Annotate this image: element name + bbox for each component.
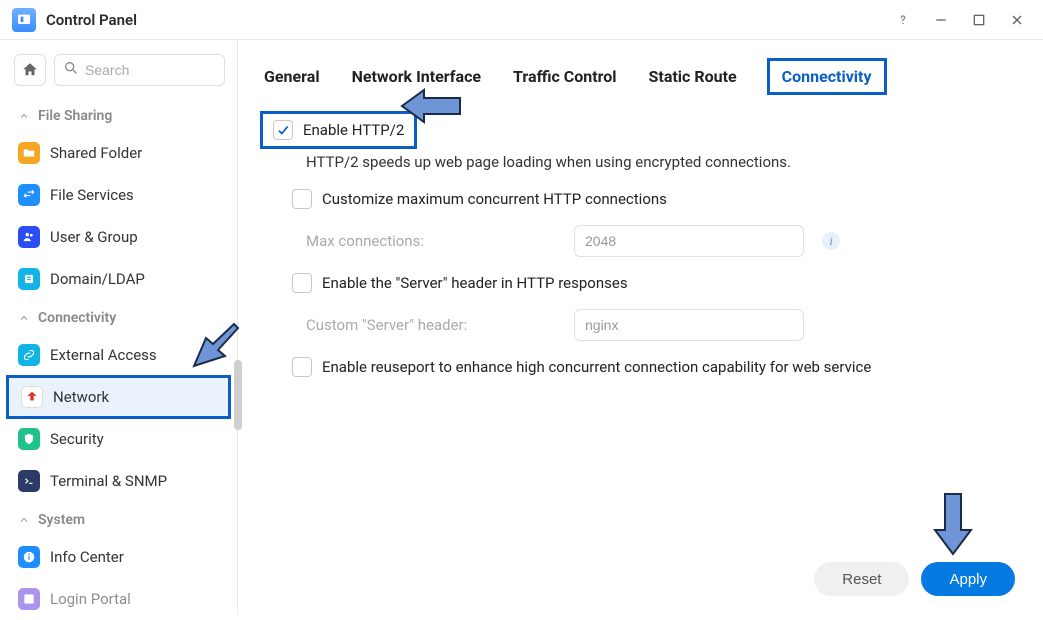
apply-button[interactable]: Apply	[921, 562, 1015, 596]
app-icon	[12, 8, 36, 32]
section-title: File Sharing	[38, 108, 112, 124]
info-icon[interactable]: i	[822, 232, 840, 250]
label-server-header: Enable the "Server" header in HTTP respo…	[322, 274, 628, 292]
tab-traffic-control[interactable]: Traffic Control	[511, 63, 619, 90]
search-icon	[63, 60, 79, 80]
label-reuseport: Enable reuseport to enhance high concurr…	[322, 358, 871, 376]
tab-static-route[interactable]: Static Route	[647, 63, 739, 90]
sidebar-item-file-services[interactable]: File Services	[0, 174, 237, 216]
tab-general[interactable]: General	[262, 63, 322, 90]
sidebar-item-domain-ldap[interactable]: Domain/LDAP	[0, 258, 237, 300]
input-custom-header[interactable]	[574, 309, 804, 341]
close-button[interactable]	[1003, 6, 1031, 34]
home-button[interactable]	[14, 54, 46, 86]
checkbox-server-header[interactable]	[292, 273, 312, 293]
section-header-system[interactable]: System	[0, 502, 237, 536]
section-title: Connectivity	[38, 310, 116, 326]
sidebar-item-info-center[interactable]: Info Center	[0, 536, 237, 578]
label-enable-http2: Enable HTTP/2	[303, 121, 404, 139]
sidebar-item-label: External Access	[50, 346, 157, 364]
minimize-button[interactable]	[927, 6, 955, 34]
checkbox-customize-max[interactable]	[292, 189, 312, 209]
sidebar-item-label: Shared Folder	[50, 144, 142, 162]
title-bar: Control Panel	[0, 0, 1043, 40]
section-header-file-sharing[interactable]: File Sharing	[0, 98, 237, 132]
sidebar-item-label: Network	[53, 388, 109, 406]
tab-network-interface[interactable]: Network Interface	[350, 63, 483, 90]
sidebar-item-label: Security	[50, 430, 104, 448]
row-enable-server-header: Enable the "Server" header in HTTP respo…	[262, 265, 1019, 301]
section-header-connectivity[interactable]: Connectivity	[0, 300, 237, 334]
maximize-button[interactable]	[965, 6, 993, 34]
row-enable-reuseport: Enable reuseport to enhance high concurr…	[262, 349, 1019, 385]
sidebar-item-label: File Services	[50, 186, 134, 204]
row-custom-header: Custom "Server" header:	[262, 301, 1019, 349]
sidebar-item-shared-folder[interactable]: Shared Folder	[0, 132, 237, 174]
connectivity-panel: Enable HTTP/2 HTTP/2 speeds up web page …	[238, 105, 1043, 385]
label-custom-header: Custom "Server" header:	[306, 316, 546, 334]
row-max-connections: Max connections: i	[262, 217, 1019, 265]
http2-description: HTTP/2 speeds up web page loading when u…	[262, 149, 1019, 181]
input-max-connections[interactable]	[574, 225, 804, 257]
search-input[interactable]	[85, 62, 216, 78]
row-enable-http2: Enable HTTP/2	[260, 111, 417, 149]
tab-bar: General Network Interface Traffic Contro…	[238, 40, 1043, 105]
sidebar-item-label: Info Center	[50, 548, 124, 566]
checkbox-enable-http2[interactable]	[273, 120, 293, 140]
sidebar-item-label: User & Group	[50, 228, 138, 246]
footer-buttons: Reset Apply	[814, 562, 1015, 596]
search-box[interactable]	[54, 54, 225, 86]
sidebar-item-external-access[interactable]: External Access	[0, 334, 237, 376]
sidebar-item-user-group[interactable]: User & Group	[0, 216, 237, 258]
sidebar: File Sharing Shared Folder File Services…	[0, 40, 238, 614]
sidebar-item-network[interactable]: Network	[6, 375, 231, 419]
sidebar-item-security[interactable]: Security	[0, 418, 237, 460]
sidebar-item-terminal-snmp[interactable]: Terminal & SNMP	[0, 460, 237, 502]
label-max-connections: Max connections:	[306, 232, 546, 250]
row-customize-max: Customize maximum concurrent HTTP connec…	[262, 181, 1019, 217]
sidebar-item-label: Terminal & SNMP	[50, 472, 167, 490]
section-title: System	[38, 512, 85, 528]
sidebar-item-label: Domain/LDAP	[50, 270, 145, 288]
arrow-apply	[929, 488, 977, 558]
reset-button[interactable]: Reset	[814, 562, 909, 596]
window-title: Control Panel	[46, 11, 137, 29]
content-area: General Network Interface Traffic Contro…	[238, 40, 1043, 614]
sidebar-item-label: Login Portal	[50, 590, 131, 608]
help-button[interactable]	[889, 6, 917, 34]
tab-connectivity[interactable]: Connectivity	[767, 58, 887, 95]
label-customize-max: Customize maximum concurrent HTTP connec…	[322, 190, 667, 208]
checkbox-reuseport[interactable]	[292, 357, 312, 377]
